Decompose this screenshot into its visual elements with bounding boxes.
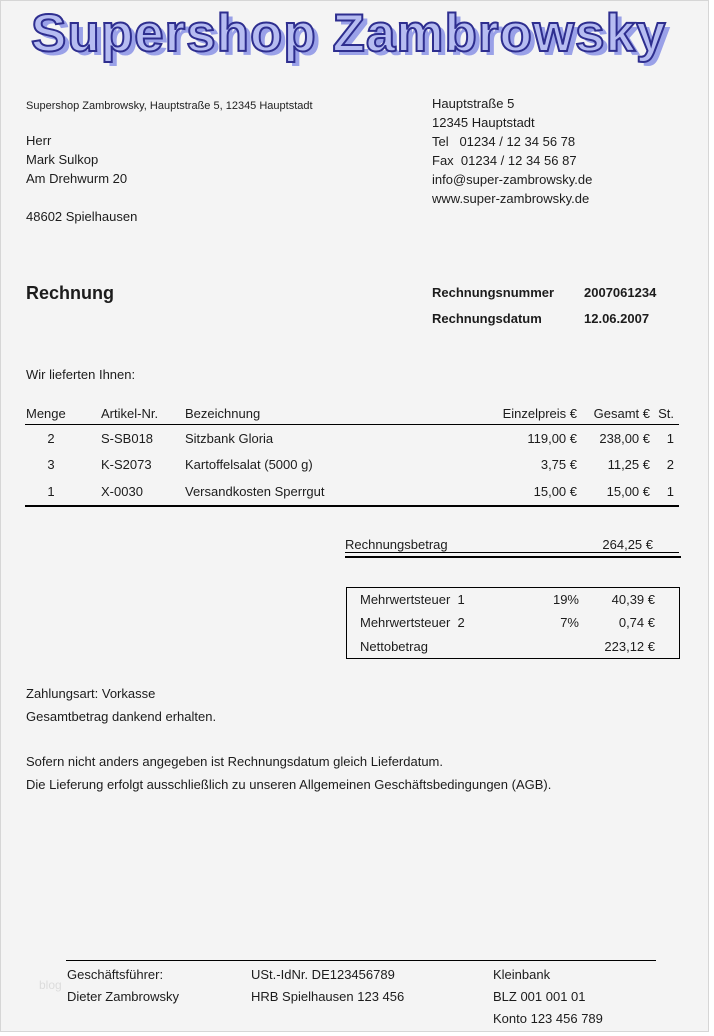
brand-logo-text: Supershop Zambrowsky [30, 3, 667, 64]
invoice-number-value: 2007061234 [584, 285, 657, 300]
cell-menge: 1 [47, 483, 55, 499]
intro-line: Wir lieferten Ihnen: [26, 367, 136, 382]
items-table-header-row: Menge Artikel-Nr. Bezeichnung Einzelprei… [25, 403, 679, 425]
company-email: info@super-zambrowsky.de [432, 172, 593, 187]
tax-summary-box: Mehrwertsteuer 1 19% 40,39 € Mehrwertste… [346, 587, 680, 659]
cell-einzelpreis: 15,00 € [533, 483, 577, 499]
footer-hrb: HRB Spielhausen 123 456 [251, 989, 405, 1004]
footer-managing-director: Geschäftsführer: Dieter Zambrowsky [67, 964, 179, 1008]
tax-label: Mehrwertsteuer 2 [360, 615, 465, 631]
invoice-total-row: Rechnungsbetrag 264,25 € [345, 532, 679, 553]
invoice-number-label: Rechnungsnummer [432, 285, 555, 300]
cell-gesamt: 11,25 € [607, 457, 650, 473]
tax-row: Mehrwertsteuer 2 7% 0,74 € [347, 611, 679, 634]
header-st: St. [658, 406, 674, 421]
company-street: Hauptstraße 5 [432, 96, 515, 111]
payment-received-line: Gesamtbetrag dankend erhalten. [26, 708, 217, 724]
recipient-address-block: Herr Mark Sulkop Am Drehwurm 20 48602 Sp… [26, 131, 137, 226]
invoice-total-double-rule [345, 556, 681, 558]
items-table-body: 2 S-SB018 Sitzbank Gloria 119,00 € 238,0… [25, 425, 679, 505]
tax-rate: 7% [560, 615, 579, 631]
footer-vat-id: USt.-IdNr. DE123456789 [251, 967, 395, 982]
tax-row: Mehrwertsteuer 1 19% 40,39 € [347, 588, 679, 611]
footer-bank-name: Kleinbank [493, 967, 551, 982]
cell-st: 1 [666, 483, 674, 499]
recipient-city: 48602 Spielhausen [26, 209, 138, 224]
recipient-street: Am Drehwurm 20 [26, 171, 128, 186]
cell-menge: 2 [47, 430, 55, 446]
sender-address-line: Supershop Zambrowsky, Hauptstraße 5, 123… [26, 100, 313, 112]
footer-konto: Konto 123 456 789 [493, 1011, 603, 1026]
items-table: Menge Artikel-Nr. Bezeichnung Einzelprei… [25, 403, 679, 507]
cell-st: 1 [666, 430, 674, 446]
invoice-date-value: 12.06.2007 [584, 311, 650, 326]
invoice-total-amount: 264,25 € [602, 537, 653, 552]
tax-rate: 19% [552, 592, 579, 608]
net-amount-value: 223,12 € [604, 638, 655, 654]
tax-label: Mehrwertsteuer 1 [360, 592, 465, 608]
cell-bezeichnung: Versandkosten Sperrgut [185, 483, 325, 499]
cell-einzelpreis: 3,75 € [540, 457, 577, 473]
footer-blz: BLZ 001 001 01 [493, 989, 586, 1004]
recipient-salutation: Herr [26, 133, 52, 148]
header-menge: Menge [26, 406, 66, 421]
header-artikel: Artikel-Nr. [101, 406, 159, 421]
header-gesamt: Gesamt € [593, 406, 650, 421]
footer-md-label: Geschäftsführer: [67, 967, 164, 982]
footer-bank-details: Kleinbank BLZ 001 001 01 Konto 123 456 7… [493, 964, 603, 1030]
company-city: 12345 Hauptstadt [432, 115, 535, 130]
cell-st: 2 [666, 457, 674, 473]
table-row: 2 S-SB018 Sitzbank Gloria 119,00 € 238,0… [25, 425, 679, 452]
payment-method-line: Zahlungsart: Vorkasse [26, 686, 156, 701]
payment-block: Zahlungsart: Vorkasse Gesamtbetrag danke… [26, 683, 216, 728]
cell-bezeichnung: Sitzbank Gloria [185, 430, 274, 446]
net-amount-label: Nettobetrag [360, 638, 428, 654]
cell-gesamt: 15,00 € [606, 483, 650, 499]
cell-bezeichnung: Kartoffelsalat (5000 g) [185, 457, 313, 473]
cell-gesamt: 238,00 € [599, 430, 650, 446]
tax-amount: 40,39 € [611, 592, 655, 608]
invoice-title: Rechnung [26, 283, 114, 303]
company-tel: Tel 01234 / 12 34 56 78 [432, 134, 576, 149]
invoice-date-label: Rechnungsdatum [432, 311, 542, 326]
table-row: 1 X-0030 Versandkosten Sperrgut 15,00 € … [25, 478, 679, 505]
cell-artikel: S-SB018 [101, 430, 154, 446]
cell-einzelpreis: 119,00 € [527, 430, 577, 446]
footer-tax-registry: USt.-IdNr. DE123456789 HRB Spielhausen 1… [251, 964, 404, 1008]
cell-artikel: X-0030 [101, 483, 143, 499]
header-einzelpreis: Einzelpreis € [502, 406, 577, 421]
company-website: www.super-zambrowsky.de [432, 191, 590, 206]
tax-amount: 0,74 € [618, 615, 655, 631]
watermark-text: blog [39, 978, 62, 992]
invoice-total-label: Rechnungsbetrag [345, 537, 448, 552]
note-agb: Die Lieferung erfolgt ausschließlich zu … [26, 777, 552, 792]
notes-block: Sofern nicht anders angegeben ist Rechnu… [26, 750, 551, 796]
company-fax: Fax 01234 / 12 34 56 87 [432, 153, 577, 168]
recipient-name: Mark Sulkop [26, 152, 99, 167]
table-row: 3 K-S2073 Kartoffelsalat (5000 g) 3,75 €… [25, 452, 679, 479]
footer-md-name: Dieter Zambrowsky [67, 989, 179, 1004]
cell-menge: 3 [47, 457, 55, 473]
footer-divider [66, 960, 656, 961]
tax-row: Nettobetrag 223,12 € [347, 635, 679, 658]
company-contact-block: Hauptstraße 5 12345 Hauptstadt Tel 01234… [432, 94, 592, 208]
cell-artikel: K-S2073 [101, 457, 152, 473]
header-bezeichnung: Bezeichnung [185, 406, 261, 421]
note-delivery-date: Sofern nicht anders angegeben ist Rechnu… [26, 754, 443, 769]
